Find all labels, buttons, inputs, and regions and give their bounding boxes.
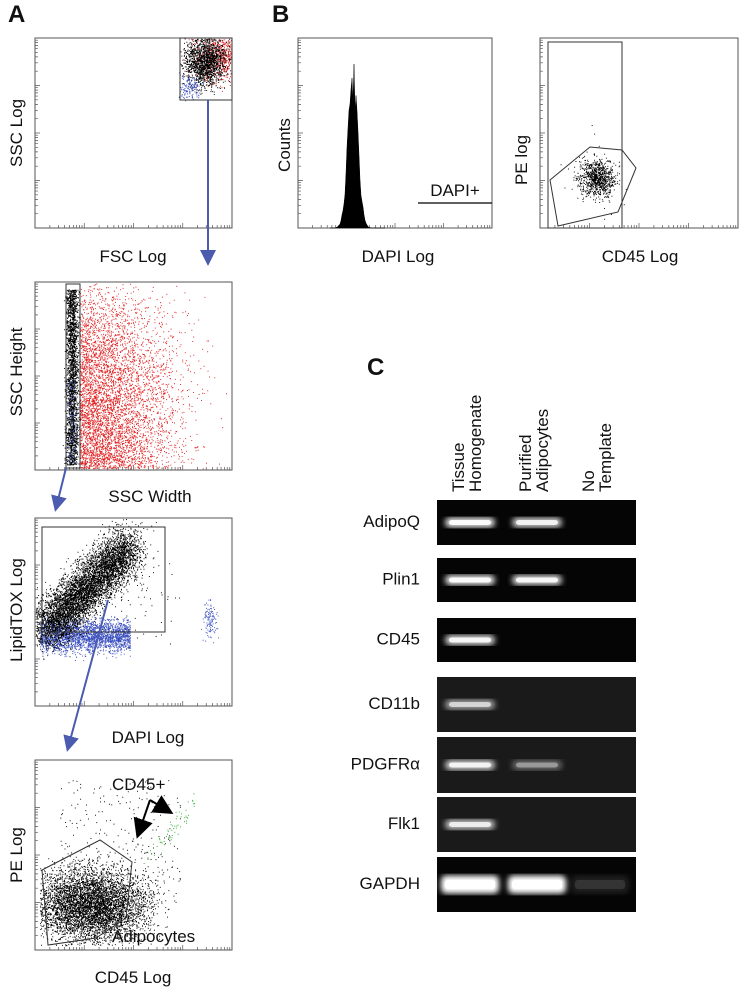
ticks [34, 39, 231, 229]
gate [65, 283, 81, 469]
lane-label: Homogenate [466, 395, 485, 492]
plot-frame [297, 37, 493, 229]
gel-band-core [449, 822, 491, 827]
gate [41, 839, 133, 946]
gene-label: CD11b [368, 694, 420, 713]
events [36, 519, 159, 660]
events [201, 599, 220, 644]
lane-label: No [579, 470, 598, 492]
gel-band-core [449, 637, 491, 643]
events [178, 71, 204, 102]
pointer-arrow [149, 795, 174, 815]
gene-label: CD45 [377, 629, 420, 648]
x-axis-label: FSC Log [99, 247, 166, 266]
y-axis-label: Counts [275, 118, 294, 172]
events [65, 380, 80, 464]
gel-band-core [512, 880, 562, 889]
ticks [34, 761, 231, 951]
x-axis-label: DAPI Log [362, 247, 435, 266]
gene-label: Flk1 [388, 814, 420, 833]
x-axis-label: CD45 Log [95, 968, 172, 987]
y-axis-label: PE log [512, 135, 531, 185]
gene-label: PDGFRα [351, 754, 421, 773]
gel-band-core [516, 520, 558, 525]
panel-letter: C [367, 354, 384, 381]
gel-band-core [445, 880, 495, 889]
events [80, 283, 227, 470]
events [82, 547, 181, 645]
gel-band-core [449, 577, 491, 583]
ticks [34, 519, 231, 707]
lane-label: Tissue [449, 443, 468, 492]
histogram [329, 64, 385, 229]
events [571, 153, 623, 203]
events [143, 793, 196, 864]
y-axis-label: PE Log [7, 827, 26, 883]
gate [41, 526, 166, 633]
panel-letter: B [272, 1, 289, 28]
x-axis-label: CD45 Log [602, 247, 679, 266]
plots: SSC Log FSC Log SSC Height SSC Width LipidTO… [7, 37, 739, 987]
gate-label: DAPI+ [430, 181, 480, 200]
plot-frame [34, 37, 233, 229]
gel-band-core [449, 762, 491, 768]
plot-frame [539, 37, 739, 229]
events [180, 38, 232, 95]
gate-arrow [51, 467, 67, 512]
lane-label: Adipocytes [533, 409, 552, 492]
gel-band-core [449, 520, 491, 525]
gene-label: GAPDH [360, 874, 420, 893]
y-axis-label: SSC Log [7, 99, 26, 167]
lane-label: Template [596, 423, 615, 492]
panel-letter: A [8, 1, 25, 28]
gate [547, 41, 623, 229]
y-axis-label: SSC Height [7, 327, 26, 416]
gate-arrow [63, 599, 109, 752]
events [60, 780, 181, 911]
gene-label: Plin1 [382, 569, 420, 588]
gene-label: AdipoQ [363, 512, 420, 531]
events [40, 846, 170, 947]
ticks [539, 39, 737, 229]
events [560, 125, 627, 220]
gate [549, 146, 637, 227]
gel-band-core [575, 880, 625, 889]
x-axis-label: SSC Width [108, 487, 191, 506]
gate [179, 37, 233, 101]
y-axis-label: LipidTOX Log [7, 558, 26, 662]
gel-band-core [516, 762, 558, 768]
annotation: CD45+ [112, 775, 165, 794]
pointer-arrow [133, 799, 153, 839]
gel-band-core [449, 702, 491, 707]
gel-band [571, 875, 629, 894]
x-axis-label: DAPI Log [112, 728, 185, 747]
gel-band-core [516, 577, 558, 583]
lane-label: Purified [516, 434, 535, 492]
gel-band [512, 760, 562, 770]
annotation: Adipocytes [112, 927, 195, 946]
